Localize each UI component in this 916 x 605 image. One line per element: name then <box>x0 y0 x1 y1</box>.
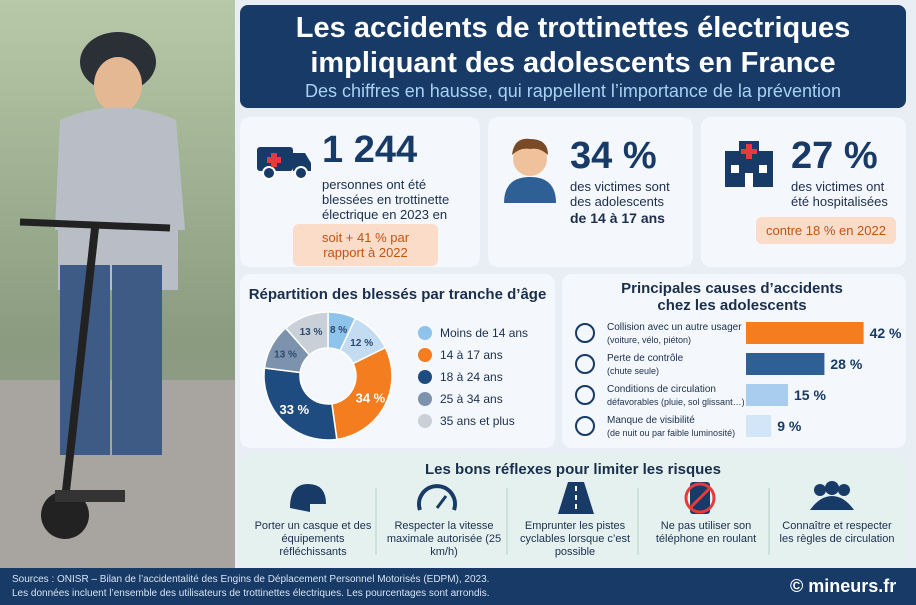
stat-number: 1 244 <box>322 129 418 171</box>
stat-number: 34 % <box>570 135 657 177</box>
tip-text: Ne pas utiliser son téléphone en roulant <box>655 520 757 545</box>
stat-card: 34 % des victimes sont des adolescents d… <box>488 117 693 267</box>
footer: Sources : ONISR – Bilan de l’accidentali… <box>0 568 916 605</box>
stat-card: 1 244 personnes ont été blessées en trot… <box>240 117 480 267</box>
stat-text: des victimes ont été hospitalisées <box>791 179 888 209</box>
tip-text: Respecter la vitesse maximale autorisée … <box>386 520 502 558</box>
ambulance-icon <box>257 147 311 180</box>
donut-panel: Répartition des blessés par tranche d’âg… <box>240 274 555 448</box>
tips-title: Les bons réflexes pour limiter les risqu… <box>425 461 721 478</box>
stat-text: des victimes sont des adolescents <box>570 179 670 209</box>
photo <box>0 0 235 568</box>
brand: © mineurs.fr <box>790 576 897 596</box>
hospital-icon <box>725 141 773 187</box>
subtitle: Des chiffres en hausse, qui rappellent l… <box>305 81 841 101</box>
title: Les accidents de trottinettes électrique… <box>295 12 851 79</box>
bar-panel: Principales causes d’accidents chez les … <box>562 274 906 448</box>
teen-icon <box>504 138 556 203</box>
stat-number: 27 % <box>791 135 878 177</box>
tip-text: Connaître et respecter les règles de cir… <box>779 520 895 545</box>
bar-title: Principales causes d’accidents chez les … <box>621 280 843 314</box>
stat-emphasis: de 14 à 17 ans <box>570 210 665 226</box>
stat-card: 27 % des victimes ont été hospitalisées … <box>701 117 906 267</box>
donut-title: Répartition des blessés par tranche d’âg… <box>248 286 547 303</box>
tip-text: Porter un casque et des équipements réfl… <box>254 520 372 558</box>
header: Les accidents de trottinettes électrique… <box>240 5 906 108</box>
tip-icons <box>290 481 854 514</box>
stat-note: soit + 41 % par rapport à 2022 <box>293 224 438 266</box>
footer-note: Les données incluent l’ensemble des util… <box>12 588 490 599</box>
source: Sources : ONISR – Bilan de l’accidentali… <box>12 574 490 585</box>
stat-note: contre 18 % en 2022 <box>756 217 896 244</box>
tip-text: Emprunter les pistes cyclables lorsque c… <box>519 520 631 558</box>
